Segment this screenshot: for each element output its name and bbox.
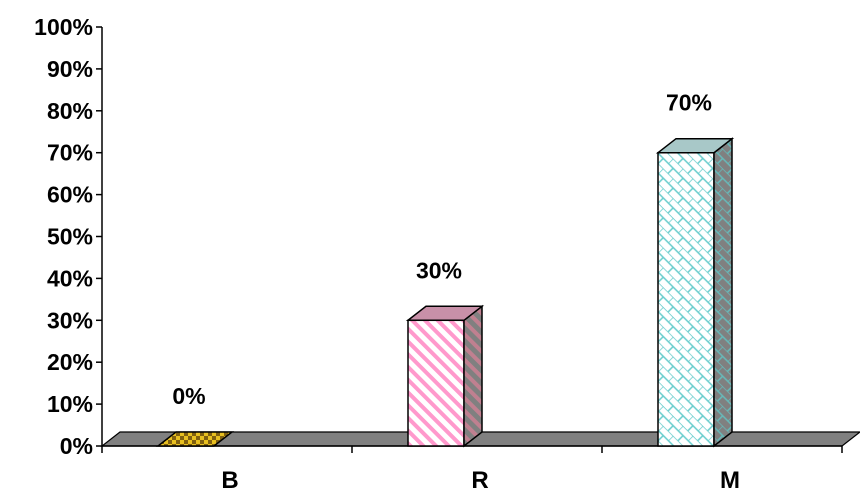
data-label-M: 70%	[666, 90, 712, 116]
x-tick-label-R: R	[471, 467, 488, 494]
y-tick-label: 90%	[47, 56, 93, 82]
y-tick-label: 10%	[47, 391, 93, 417]
data-label-R: 30%	[416, 257, 462, 283]
data-label-B: 0%	[172, 383, 205, 409]
y-tick-label: 30%	[47, 307, 93, 333]
bar-R-front	[407, 319, 465, 447]
bars	[155, 137, 735, 448]
x-tick-label-B: B	[221, 467, 238, 494]
bar-M-side	[713, 137, 733, 448]
y-tick-label: 60%	[47, 182, 93, 208]
bar-B-top	[155, 431, 235, 447]
y-tick-label: 0%	[60, 433, 93, 459]
x-tick-label-M: M	[720, 467, 740, 494]
y-tick-label: 20%	[47, 349, 93, 375]
y-tick-label: 80%	[47, 98, 93, 124]
labels: 0% B 30% R 70% M	[172, 90, 740, 494]
y-tick-label: 40%	[47, 265, 93, 291]
bar-R-top	[405, 305, 485, 322]
bar-M-top	[655, 137, 735, 154]
bar-R-side	[463, 304, 483, 448]
y-tick-label: 70%	[47, 140, 93, 166]
y-axis: 0% 10% 20% 30% 40% 50% 60% 70% 80% 90% 100%	[34, 14, 843, 459]
y-tick-label: 50%	[47, 224, 93, 250]
bar-M-front	[657, 151, 715, 447]
y-tick-label: 100%	[34, 14, 93, 40]
